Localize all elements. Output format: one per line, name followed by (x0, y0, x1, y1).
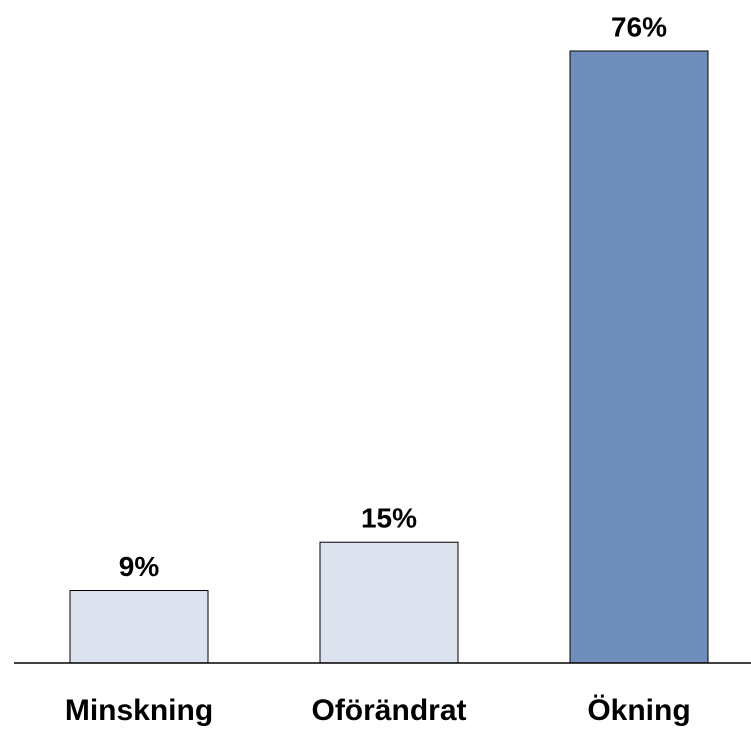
value-label: 76% (611, 11, 667, 42)
bar (69, 590, 209, 664)
x-tick-label: Minskning (65, 694, 213, 727)
bar (569, 50, 709, 664)
x-tick-label: Ökning (587, 694, 690, 727)
value-label: 9% (119, 551, 160, 582)
x-tick-label: Oförändrat (311, 694, 466, 727)
bar (319, 541, 459, 664)
value-label: 15% (361, 503, 417, 534)
